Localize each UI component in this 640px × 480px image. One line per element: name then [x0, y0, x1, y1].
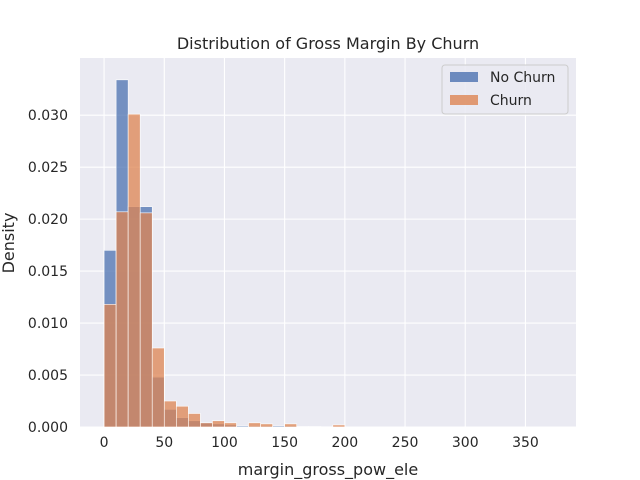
- bar-churn: [151, 347, 165, 428]
- bar-churn: [188, 413, 201, 428]
- x-tick-label: 250: [392, 435, 419, 451]
- legend-label-churn: Churn: [490, 93, 532, 109]
- bar-no-churn: [272, 425, 285, 428]
- histogram-bars: [103, 79, 358, 428]
- legend-label-no-churn: No Churn: [490, 70, 555, 86]
- bar-churn: [139, 212, 153, 428]
- x-tick-label: 150: [271, 435, 298, 451]
- bar-churn: [284, 423, 297, 428]
- bar-churn: [260, 423, 273, 428]
- y-tick-label: 0.010: [28, 316, 68, 332]
- bar-churn: [332, 424, 346, 428]
- y-axis-label: Density: [0, 213, 18, 274]
- bar-no-churn: [236, 425, 249, 428]
- x-tick-label: 200: [331, 435, 358, 451]
- y-tick-label: 0.000: [28, 420, 68, 436]
- legend: No Churn Churn: [441, 64, 569, 115]
- legend-swatch-churn: [450, 95, 478, 105]
- bar-no-churn: [296, 426, 310, 428]
- x-axis-ticks: 0 50 100 150 200 250 300 350: [100, 435, 539, 451]
- x-tick-label: 0: [100, 435, 109, 451]
- bar-churn: [115, 211, 129, 428]
- bar-churn: [127, 113, 141, 428]
- bar-churn: [248, 422, 261, 428]
- x-tick-label: 350: [512, 435, 539, 451]
- x-axis-label: margin_gross_pow_ele: [238, 460, 418, 480]
- bar-churn: [176, 405, 189, 428]
- bar-churn: [212, 420, 225, 428]
- y-tick-label: 0.015: [28, 264, 68, 280]
- y-tick-label: 0.005: [28, 368, 68, 384]
- legend-swatch-no-churn: [450, 72, 478, 82]
- bar-no-churn: [308, 426, 322, 428]
- x-tick-label: 300: [452, 435, 479, 451]
- bar-churn: [103, 304, 117, 428]
- bar-churn: [163, 400, 177, 428]
- bar-churn: [224, 422, 237, 428]
- y-tick-label: 0.020: [28, 212, 68, 228]
- y-tick-label: 0.025: [28, 160, 68, 176]
- y-tick-label: 0.030: [28, 108, 68, 124]
- bar-churn: [200, 422, 213, 428]
- x-tick-label: 100: [211, 435, 238, 451]
- chart-title: Distribution of Gross Margin By Churn: [177, 34, 479, 53]
- y-axis-ticks: 0.000 0.005 0.010 0.015 0.020 0.025 0.030: [28, 108, 68, 436]
- x-tick-label: 50: [155, 435, 173, 451]
